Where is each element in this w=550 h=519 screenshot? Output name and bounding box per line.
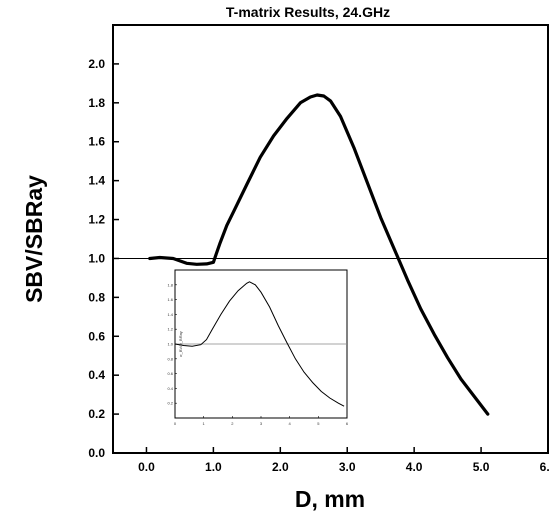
y-tick-label: 1.6 <box>88 135 105 149</box>
x-tick-label: 3.0 <box>339 460 356 474</box>
x-tick-label: 4.0 <box>406 460 423 474</box>
inset-x-tick-label: 2 <box>231 421 234 426</box>
inset-chart: 0.2 0.4 0.6 0.8 1.0 1.2 1.4 1.6 1.8 0 1 2 3 4 5 6 σ_BV… <box>167 269 349 426</box>
inset-y-axis-title: σ_BV/σ_BRay <box>178 331 183 357</box>
y-tick-label: 0.4 <box>88 368 105 382</box>
inset-y-tick-label: 0.2 <box>167 401 173 406</box>
series-line <box>148 93 490 416</box>
inset-y-tick-label: 0.6 <box>167 371 173 376</box>
y-tick-label: 1.0 <box>88 251 105 265</box>
inset-y-tick-label: 1.8 <box>167 282 173 287</box>
inset-x-tick-label: 1 <box>203 421 206 426</box>
inset-x-tick-label: 5 <box>317 421 320 426</box>
inset-y-tick-label: 0.4 <box>167 386 173 391</box>
x-tick-label: 2.0 <box>272 460 289 474</box>
plot-frame <box>112 24 549 454</box>
x-tick-label: 0.0 <box>138 460 155 474</box>
x-axis: 0.0 1.0 2.0 3.0 4.0 5.0 6.0 <box>138 447 550 474</box>
inset-x-axis: 0 1 2 3 4 5 6 <box>174 416 349 426</box>
y-tick-label: 0.6 <box>88 329 105 343</box>
y-tick-label: 1.8 <box>88 96 105 110</box>
inset-y-tick-label: 1.2 <box>167 327 173 332</box>
y-tick-label: 0.2 <box>88 407 105 421</box>
chart-title: T-matrix Results, 24.GHz <box>226 4 390 20</box>
inset-y-axis: 0.2 0.4 0.6 0.8 1.0 1.2 1.4 1.6 1.8 <box>167 282 177 406</box>
y-tick-label: 0.0 <box>88 446 105 460</box>
inset-y-tick-label: 0.8 <box>167 356 173 361</box>
inset-series-line <box>174 281 345 407</box>
x-tick-label: 6.0 <box>540 460 550 474</box>
y-axis-title: SBV/SBRay <box>21 175 47 303</box>
inset-x-tick-label: 6 <box>346 421 349 426</box>
inset-y-tick-label: 1.0 <box>167 342 173 347</box>
inset-x-tick-label: 4 <box>289 421 292 426</box>
x-tick-label: 1.0 <box>205 460 222 474</box>
y-axis: 0.0 0.2 0.4 0.6 0.8 1.0 1.2 1.4 1.6 1.8 2.0 <box>88 57 119 460</box>
y-tick-label: 2.0 <box>88 57 105 71</box>
inset-y-tick-label: 1.6 <box>167 297 173 302</box>
inset-x-tick-label: 3 <box>260 421 263 426</box>
y-tick-label: 1.2 <box>88 213 105 227</box>
y-tick-label: 1.4 <box>88 174 105 188</box>
y-tick-label: 0.8 <box>88 290 105 304</box>
x-axis-title: D, mm <box>295 486 365 512</box>
inset-y-tick-label: 1.4 <box>167 312 173 317</box>
inset-x-tick-label: 0 <box>174 421 177 426</box>
x-tick-label: 5.0 <box>473 460 490 474</box>
